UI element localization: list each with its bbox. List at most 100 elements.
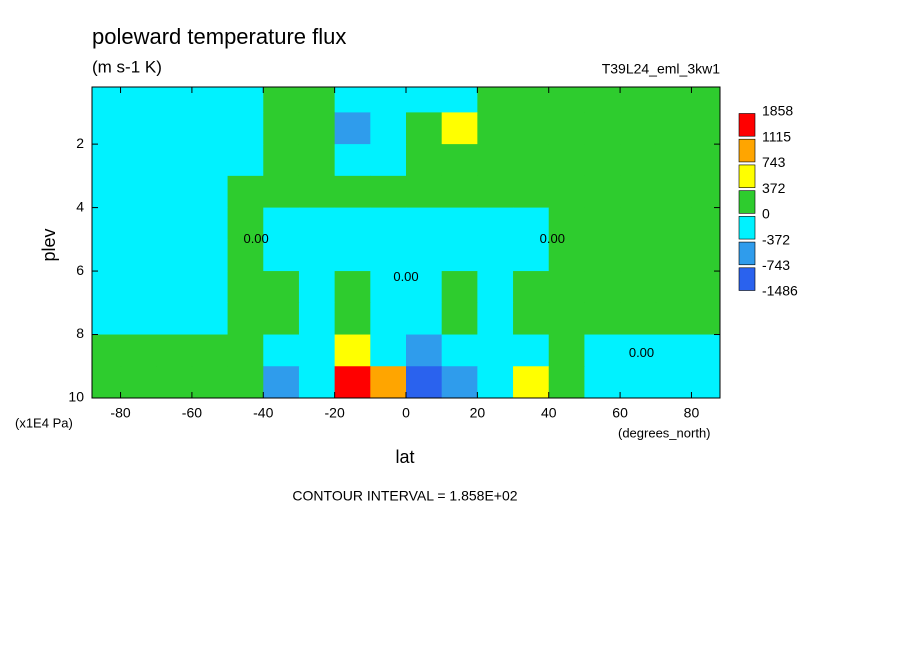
field-cell: [548, 302, 585, 336]
x-tick-label: 0: [402, 405, 410, 421]
field-cell: [298, 207, 336, 240]
field-cell: [548, 207, 585, 240]
x-tick-label: 60: [612, 405, 628, 421]
field-cell: [92, 239, 122, 272]
field-cell: [406, 87, 443, 113]
field-cell: [441, 302, 478, 336]
field-cell: [334, 334, 371, 367]
colorbar-box: [738, 267, 756, 291]
colorbar-box: [738, 138, 756, 163]
field-cell: [191, 112, 229, 145]
field-cell: [655, 271, 692, 304]
field-cell: [263, 239, 300, 272]
field-cell: [691, 112, 720, 145]
dataset-label: T39L24_eml_3kw1: [602, 61, 721, 77]
field-cell: [263, 366, 300, 398]
field-cell: [691, 207, 720, 240]
x-axis-label: lat: [395, 447, 414, 467]
field-cell: [548, 239, 585, 272]
contour-label: 0.00: [243, 231, 268, 246]
field-cell: [620, 334, 657, 367]
contour-label: 0.00: [629, 345, 654, 360]
field-cell: [584, 175, 621, 209]
x-tick-label: -40: [253, 405, 273, 421]
field-cell: [191, 175, 229, 209]
field-cell: [227, 366, 264, 398]
field-cell: [477, 207, 514, 240]
field-cell: [655, 239, 692, 272]
field-cell: [477, 144, 514, 177]
field-cell: [120, 87, 157, 113]
field-cell: [191, 334, 229, 367]
field-cell: [120, 207, 157, 240]
field-cell: [191, 302, 229, 336]
field-cell: [441, 271, 478, 304]
field-cell: [263, 144, 300, 177]
field-cell: [156, 175, 193, 209]
field-cell: [441, 144, 478, 177]
field-cell: [370, 175, 407, 209]
field-cell: [92, 366, 122, 398]
field-cell: [513, 271, 550, 304]
field-cell: [263, 334, 300, 367]
field-cell: [655, 87, 692, 113]
colorbar-label: -743: [762, 257, 790, 273]
field-cell: [92, 334, 122, 367]
field-cell: [691, 175, 720, 209]
field-cell: [655, 112, 692, 145]
field-cell: [548, 175, 585, 209]
field-cell: [263, 112, 300, 145]
field-cell: [655, 175, 692, 209]
field-cell: [620, 87, 657, 113]
colorbar-box: [738, 190, 756, 214]
field-cell: [156, 271, 193, 304]
field-cell: [406, 175, 443, 209]
field-cell: [477, 366, 514, 398]
field-cell: [548, 271, 585, 304]
contour-field: [92, 87, 720, 398]
field-cell: [156, 302, 193, 336]
field-cell: [406, 144, 443, 177]
field-cell: [584, 302, 621, 336]
field-cell: [620, 112, 657, 145]
y-axis-label: plev: [39, 228, 59, 261]
field-cell: [655, 302, 692, 336]
field-cell: [477, 239, 514, 272]
field-cell: [227, 239, 264, 272]
field-cell: [370, 112, 407, 145]
field-cell: [584, 144, 621, 177]
field-cell: [227, 144, 264, 177]
field-cell: [227, 207, 264, 240]
field-cell: [156, 366, 193, 398]
field-cell: [513, 366, 550, 398]
field-cell: [120, 334, 157, 367]
field-cell: [620, 366, 657, 398]
field-cell: [441, 112, 478, 145]
x-tick-label: -20: [325, 405, 345, 421]
field-cell: [156, 112, 193, 145]
colorbar-label: 1858: [762, 103, 793, 119]
field-cell: [370, 366, 407, 398]
field-cell: [691, 271, 720, 304]
field-cell: [334, 302, 371, 336]
field-cell: [120, 144, 157, 177]
field-cell: [156, 207, 193, 240]
colorbar-label: 0: [762, 206, 770, 222]
field-cell: [513, 239, 550, 272]
field-cell: [620, 175, 657, 209]
field-cell: [92, 175, 122, 209]
colorbar-label: 1115: [762, 128, 791, 144]
field-cell: [334, 271, 371, 304]
field-cell: [406, 334, 443, 367]
field-cell: [334, 366, 371, 398]
field-cell: [513, 334, 550, 367]
field-cell: [548, 87, 585, 113]
field-cell: [370, 87, 407, 113]
field-cell: [298, 239, 336, 272]
field-cell: [691, 302, 720, 336]
x-axis-units: (degrees_north): [618, 425, 711, 440]
field-cell: [370, 334, 407, 367]
field-cell: [441, 175, 478, 209]
field-cell: [441, 239, 478, 272]
